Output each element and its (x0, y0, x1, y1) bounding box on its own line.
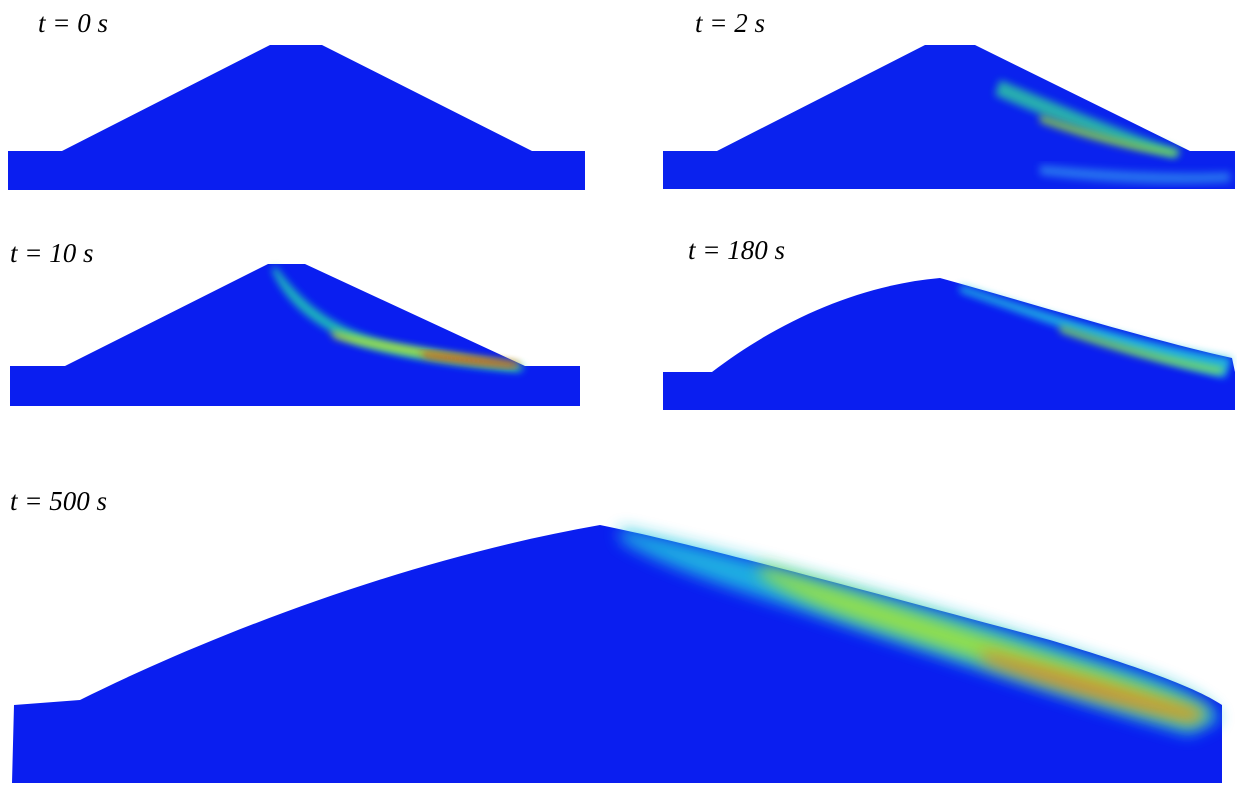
slope-model (663, 45, 1235, 189)
panel: t = 2 s (663, 8, 1235, 189)
slope-model (12, 525, 1222, 783)
panel: t = 500 s (10, 486, 1222, 783)
strain-band (1040, 165, 1230, 184)
strain-band (420, 352, 520, 367)
strain-band (1040, 115, 1180, 156)
slope-model (10, 264, 580, 406)
strain-band (960, 285, 1232, 378)
panel-label: t = 500 s (10, 486, 107, 516)
slope-model (663, 278, 1235, 410)
strain-band (980, 650, 1205, 722)
panel: t = 180 s (663, 235, 1235, 410)
strain-band (1060, 325, 1225, 374)
panel-label: t = 10 s (10, 238, 93, 268)
panel-label: t = 180 s (688, 235, 785, 265)
panel: t = 10 s (10, 238, 580, 406)
slope-model (8, 45, 585, 190)
strain-band (995, 80, 1180, 158)
panel-label: t = 2 s (695, 8, 765, 38)
panel-label: t = 0 s (38, 8, 108, 38)
panel: t = 0 s (8, 8, 585, 190)
